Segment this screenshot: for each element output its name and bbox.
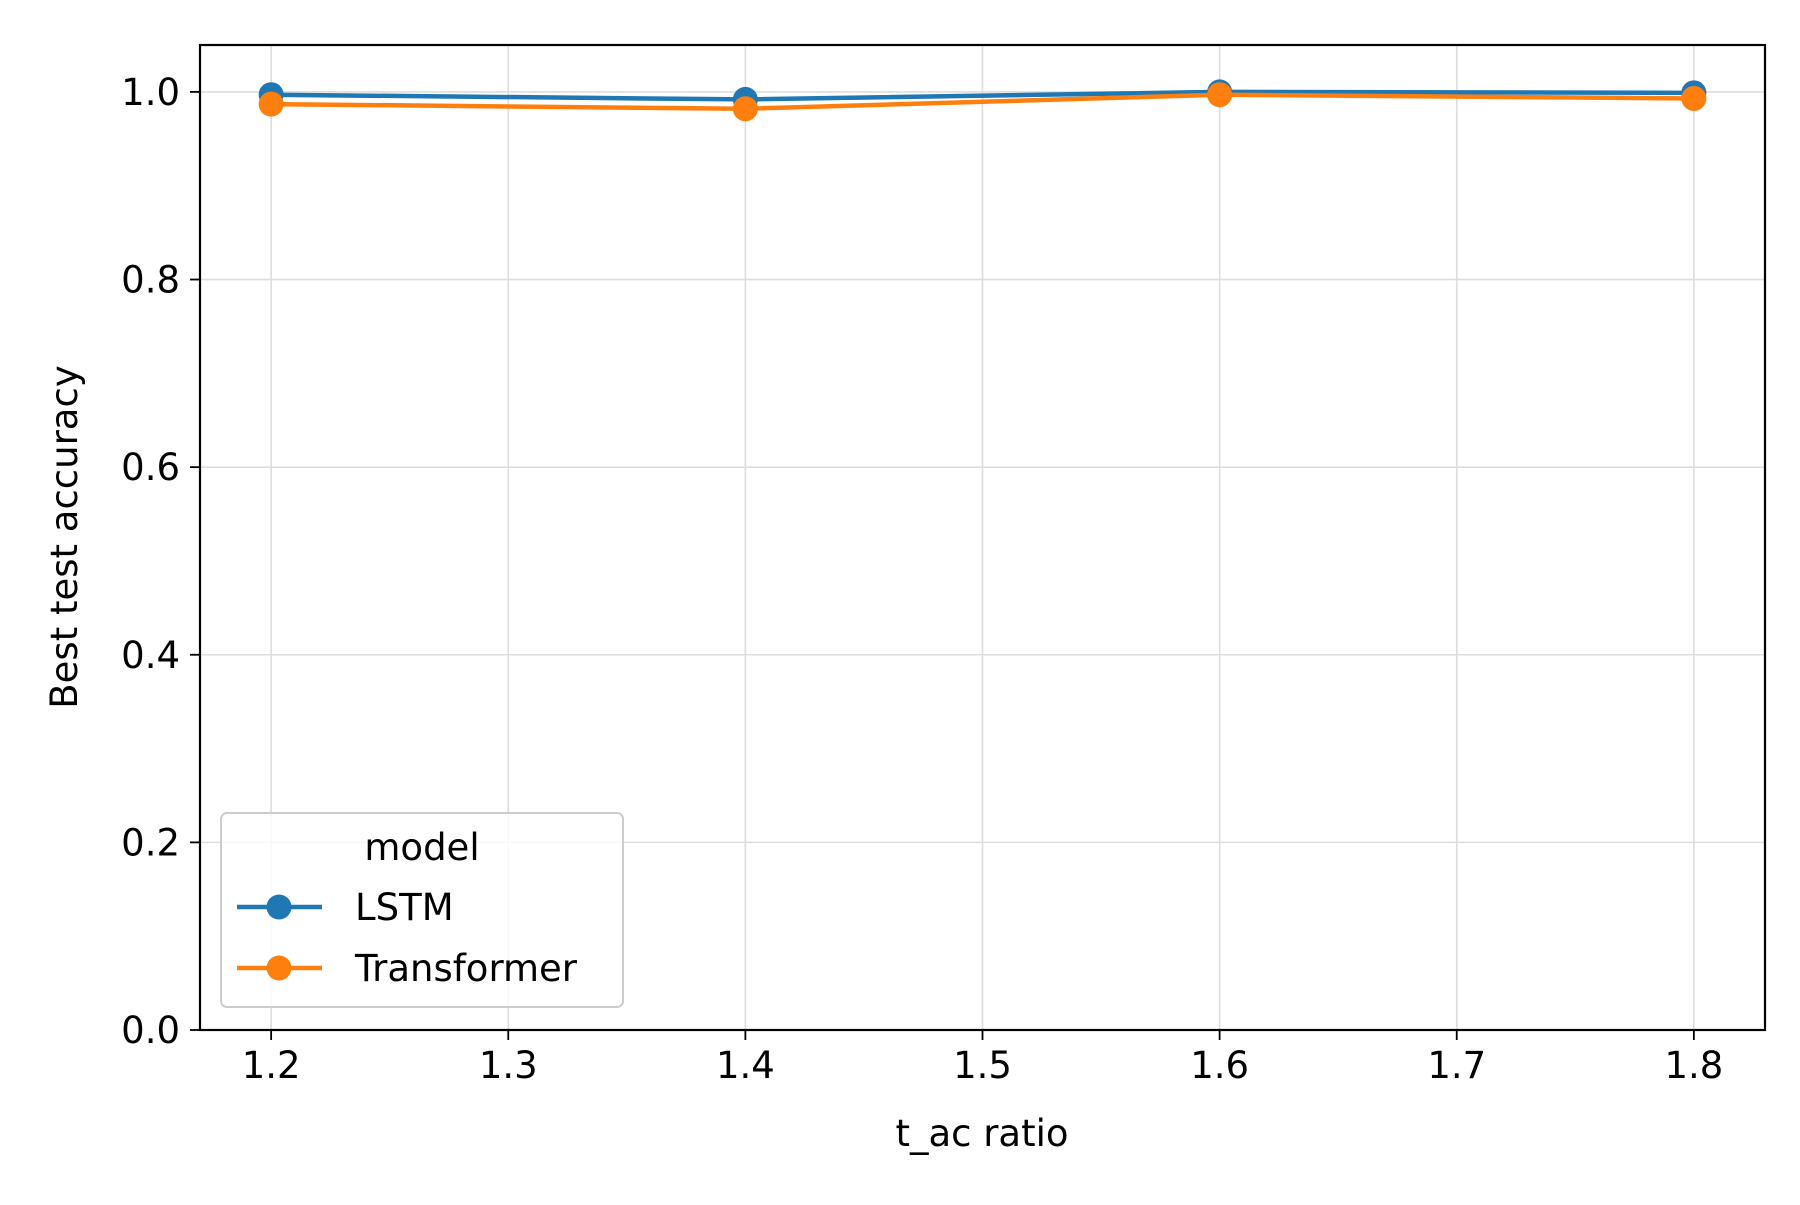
legend-label-transformer: Transformer xyxy=(354,947,578,990)
legend: model LSTM Transformer xyxy=(220,812,624,1008)
legend-marker-lstm xyxy=(266,894,292,920)
x-tick-label: 1.5 xyxy=(953,1044,1012,1087)
legend-box xyxy=(220,812,624,1008)
data-point-transformer xyxy=(1681,85,1707,111)
x-axis-title: t_ac ratio xyxy=(895,1112,1068,1155)
y-tick-label: 0.4 xyxy=(121,634,180,677)
legend-entries: LSTM Transformer xyxy=(237,886,578,990)
legend-marker-transformer xyxy=(266,955,292,981)
y-tick-label: 0.2 xyxy=(121,821,180,864)
y-tick-label: 0.0 xyxy=(121,1009,180,1052)
y-tick-label: 0.8 xyxy=(121,259,180,302)
x-tick-label: 1.7 xyxy=(1427,1044,1486,1087)
y-tick-label: 0.6 xyxy=(121,446,180,489)
y-axis-title: Best test accuracy xyxy=(43,365,86,708)
data-point-transformer xyxy=(258,91,284,117)
data-point-transformer xyxy=(732,96,758,122)
x-tick-label: 1.3 xyxy=(479,1044,538,1087)
series-line-transformer xyxy=(268,92,1697,112)
legend-title: model xyxy=(364,826,479,869)
x-tick-label: 1.6 xyxy=(1190,1044,1249,1087)
legend-label-lstm: LSTM xyxy=(355,886,454,929)
x-tick-label: 1.4 xyxy=(716,1044,775,1087)
data-point-transformer xyxy=(1207,82,1233,108)
x-tick-label: 1.8 xyxy=(1664,1044,1723,1087)
ticks: 1.2 1.3 1.4 1.5 1.6 1.7 1.8 0.0 0.2 0.4 0.6 0.8 1.0 xyxy=(121,71,1723,1087)
series-layer xyxy=(258,79,1707,122)
series-line-lstm xyxy=(268,89,1697,102)
x-tick-label: 1.2 xyxy=(242,1044,301,1087)
y-tick-label: 1.0 xyxy=(121,71,180,114)
